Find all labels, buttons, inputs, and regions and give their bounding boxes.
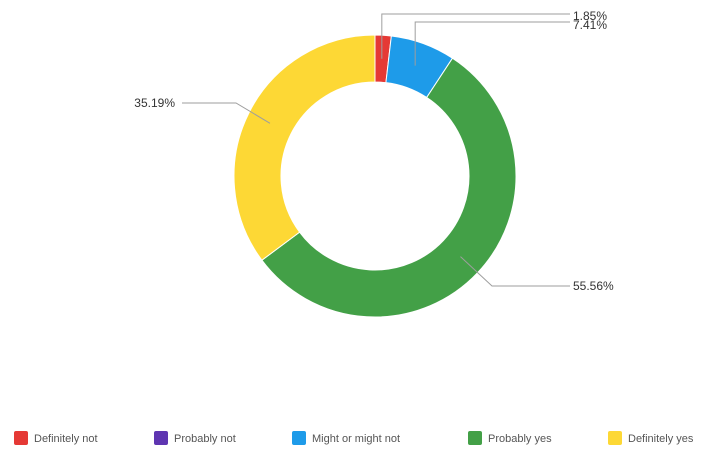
- legend-item-definitely-not[interactable]: Definitely not: [14, 431, 98, 445]
- data-label-group: 1.85%7.41% 55.56% 35.19%: [134, 9, 614, 293]
- data-label-definitely-yes: 35.19%: [134, 96, 175, 110]
- data-label-definitely-not: 1.85%: [573, 9, 607, 23]
- legend-swatch-probably-not: [154, 431, 168, 445]
- legend-label-probably-not: Probably not: [174, 433, 236, 445]
- slice-probably-yes: [261, 57, 517, 318]
- legend-swatch-probably-yes: [468, 431, 482, 445]
- leader-line-probably-yes: [460, 256, 570, 287]
- data-label-probably-yes: 55.56%: [573, 279, 614, 293]
- legend-swatch-definitely-yes: [608, 431, 622, 445]
- legend-label-probably-yes: Probably yes: [488, 433, 552, 445]
- leader-line-definitely-not: [381, 13, 570, 59]
- legend-swatch-might-or-might-not: [292, 431, 306, 445]
- legend-label-definitely-yes: Definitely yes: [628, 433, 694, 445]
- data-label-might-or-might-not: 7.41%: [573, 18, 607, 32]
- slice-group: [233, 34, 517, 318]
- legend-label-might-or-might-not: Might or might not: [312, 433, 400, 445]
- legend-item-probably-not[interactable]: Probably not: [154, 431, 236, 445]
- legend-item-probably-yes[interactable]: Probably yes: [468, 431, 552, 445]
- leader-line-group: [182, 13, 570, 287]
- slice-definitely-yes: [233, 34, 376, 261]
- legend-item-might-or-might-not[interactable]: Might or might not: [292, 431, 400, 445]
- legend: Definitely not Probably not Might or might…: [14, 431, 694, 445]
- legend-item-definitely-yes[interactable]: Definitely yes: [608, 431, 694, 445]
- leader-line-definitely-yes: [182, 102, 271, 124]
- legend-swatch-definitely-not: [14, 431, 28, 445]
- legend-label-definitely-not: Definitely not: [34, 433, 98, 445]
- leader-line-might-or-might-not: [414, 21, 570, 66]
